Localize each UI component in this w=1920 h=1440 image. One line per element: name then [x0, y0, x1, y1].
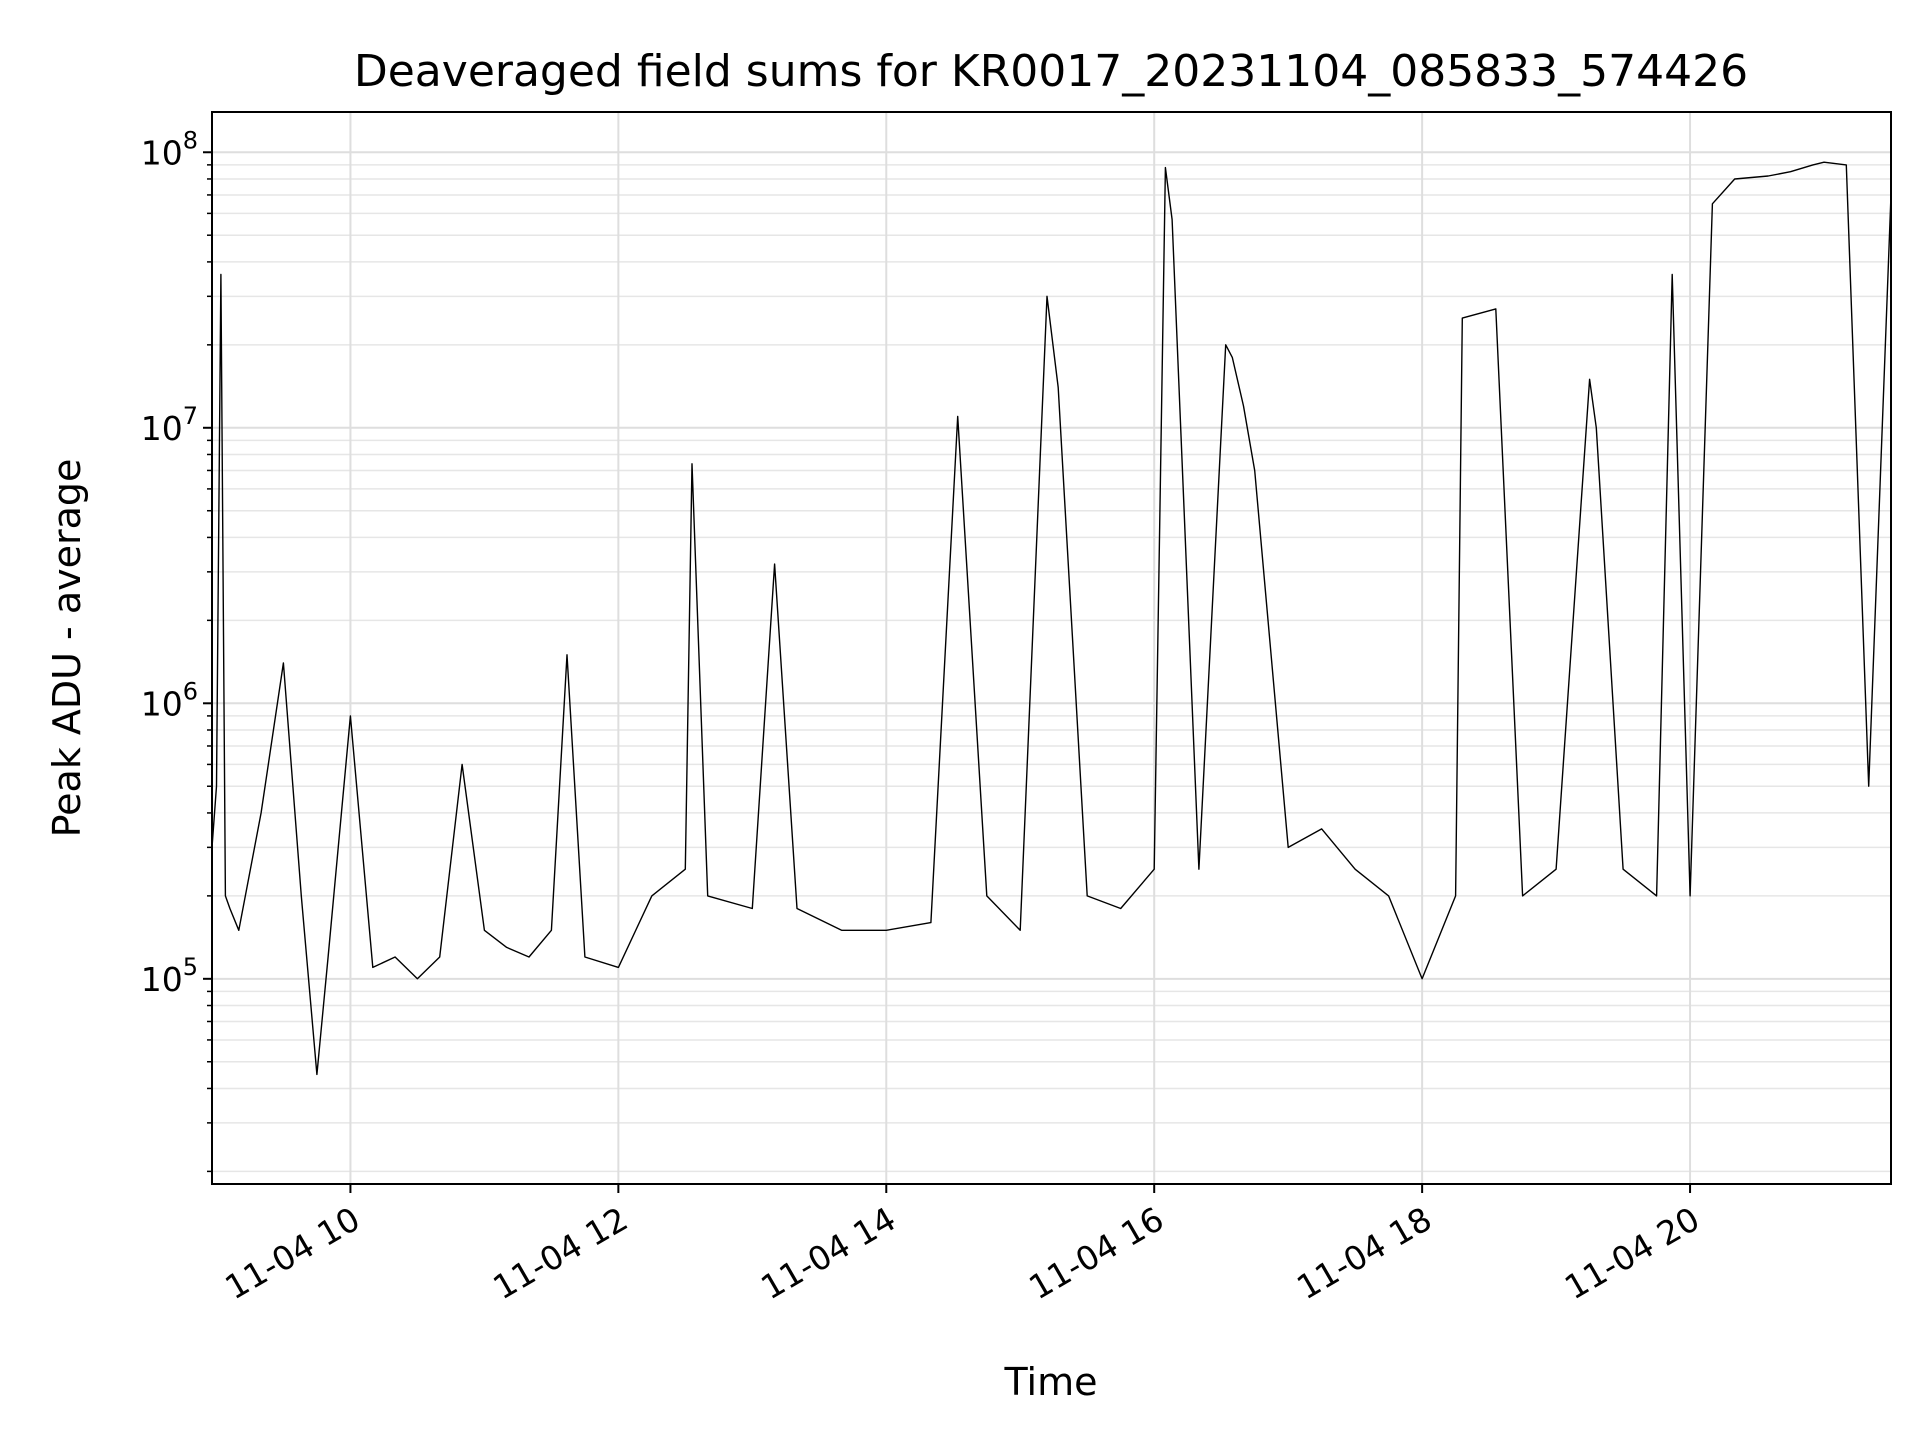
y-tick-label: 107	[141, 402, 198, 448]
grid	[212, 112, 1891, 1184]
chart-title: Deaveraged field sums for KR0017_2023110…	[354, 46, 1748, 97]
series-layer	[212, 161, 1891, 1076]
y-tick-label: 105	[141, 953, 198, 999]
plot-frame	[211, 111, 1892, 1185]
series-line	[212, 161, 1891, 1076]
y-axis-label: Peak ADU - average	[45, 459, 89, 838]
x-axis-label: Time	[1004, 1360, 1098, 1404]
y-axis: 105 106 107 108	[141, 126, 212, 1173]
y-tick-label: 106	[141, 677, 198, 723]
y-tick-label: 108	[141, 126, 198, 172]
